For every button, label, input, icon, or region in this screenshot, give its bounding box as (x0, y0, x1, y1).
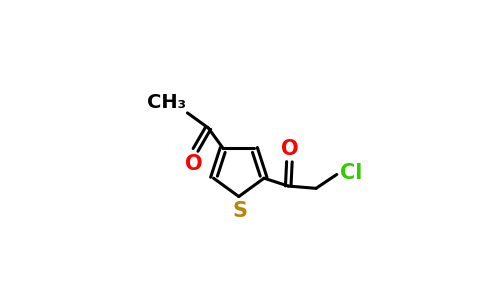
Text: Cl: Cl (339, 163, 362, 183)
Text: O: O (185, 154, 202, 174)
Text: CH₃: CH₃ (147, 93, 186, 112)
Text: S: S (232, 201, 247, 221)
Text: O: O (281, 140, 298, 160)
